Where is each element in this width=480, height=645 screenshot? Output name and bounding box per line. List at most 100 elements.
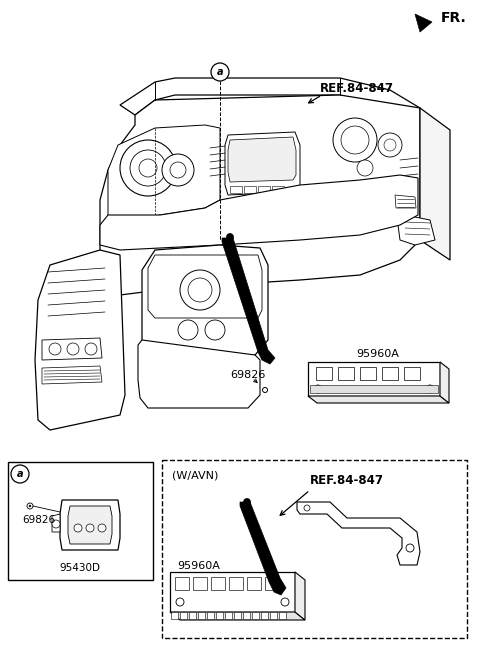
Circle shape (211, 63, 229, 81)
Circle shape (378, 133, 402, 157)
Polygon shape (240, 502, 286, 595)
Polygon shape (170, 572, 295, 612)
Text: REF.84-847: REF.84-847 (320, 81, 394, 95)
Bar (162, 460, 467, 638)
Polygon shape (100, 175, 418, 250)
Polygon shape (382, 367, 398, 380)
Circle shape (11, 465, 29, 483)
Polygon shape (415, 14, 432, 32)
Circle shape (406, 544, 414, 552)
Polygon shape (100, 95, 420, 295)
Circle shape (304, 505, 310, 511)
Circle shape (139, 159, 157, 177)
Polygon shape (243, 612, 250, 619)
Polygon shape (120, 78, 420, 135)
Circle shape (333, 118, 377, 162)
Circle shape (281, 598, 289, 606)
Polygon shape (338, 367, 354, 380)
Polygon shape (42, 338, 102, 360)
Polygon shape (252, 612, 259, 619)
Circle shape (176, 598, 184, 606)
Polygon shape (308, 396, 449, 403)
Polygon shape (207, 612, 214, 619)
Polygon shape (265, 577, 279, 590)
Circle shape (86, 524, 94, 532)
Polygon shape (211, 577, 225, 590)
Polygon shape (270, 612, 277, 619)
Circle shape (74, 524, 82, 532)
Circle shape (27, 503, 33, 509)
Polygon shape (42, 366, 102, 384)
Circle shape (52, 520, 60, 528)
Polygon shape (308, 362, 440, 396)
Circle shape (85, 343, 97, 355)
Text: a: a (17, 469, 24, 479)
Polygon shape (148, 255, 262, 318)
Circle shape (188, 278, 212, 302)
Polygon shape (228, 137, 296, 182)
Circle shape (243, 499, 251, 506)
Polygon shape (261, 612, 268, 619)
Circle shape (426, 385, 434, 393)
Polygon shape (108, 125, 220, 220)
Circle shape (120, 140, 176, 196)
Polygon shape (138, 340, 260, 408)
Text: 69826: 69826 (22, 515, 55, 525)
Text: 69826: 69826 (230, 370, 266, 380)
Polygon shape (244, 186, 256, 193)
Polygon shape (295, 572, 305, 620)
Polygon shape (316, 367, 332, 380)
Circle shape (314, 385, 322, 393)
Text: 95960A: 95960A (357, 349, 399, 359)
Polygon shape (35, 250, 125, 430)
Polygon shape (398, 215, 435, 245)
Polygon shape (8, 462, 153, 580)
Polygon shape (180, 612, 187, 619)
Text: 95960A: 95960A (177, 561, 220, 571)
Text: REF.84-847: REF.84-847 (310, 473, 384, 486)
Circle shape (384, 139, 396, 151)
Polygon shape (216, 612, 223, 619)
Circle shape (180, 270, 220, 310)
Circle shape (357, 160, 373, 176)
Circle shape (29, 505, 31, 507)
Polygon shape (229, 577, 243, 590)
Polygon shape (142, 245, 268, 360)
Circle shape (170, 162, 186, 178)
Polygon shape (189, 612, 196, 619)
Polygon shape (170, 612, 305, 620)
Polygon shape (222, 238, 275, 364)
Circle shape (49, 343, 61, 355)
Polygon shape (404, 367, 420, 380)
Polygon shape (225, 132, 300, 195)
Polygon shape (52, 514, 60, 532)
Polygon shape (279, 612, 286, 619)
Polygon shape (68, 506, 112, 544)
Polygon shape (225, 612, 232, 619)
Polygon shape (360, 367, 376, 380)
Polygon shape (171, 612, 178, 619)
Polygon shape (310, 385, 438, 393)
Polygon shape (272, 186, 284, 193)
Circle shape (341, 126, 369, 154)
Text: FR.: FR. (441, 11, 467, 25)
Polygon shape (230, 186, 242, 193)
Text: (W/AVN): (W/AVN) (172, 471, 218, 481)
Polygon shape (440, 362, 449, 403)
Circle shape (162, 154, 194, 186)
Polygon shape (175, 577, 189, 590)
Circle shape (178, 320, 198, 340)
Polygon shape (420, 108, 450, 260)
Text: a: a (216, 67, 223, 77)
Polygon shape (198, 612, 205, 619)
Circle shape (227, 233, 233, 241)
Polygon shape (234, 612, 241, 619)
Polygon shape (60, 500, 120, 550)
Polygon shape (247, 577, 261, 590)
Circle shape (205, 320, 225, 340)
Polygon shape (193, 577, 207, 590)
Polygon shape (258, 186, 270, 193)
Circle shape (263, 388, 267, 393)
Polygon shape (297, 502, 420, 565)
Text: 95430D: 95430D (60, 563, 100, 573)
